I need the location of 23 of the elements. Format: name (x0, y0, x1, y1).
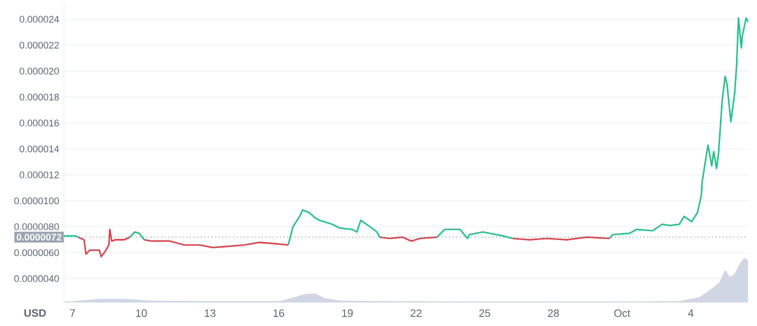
y-tick-label: 0.0000100 (14, 197, 59, 204)
y-tick-label: 0.000012 (20, 172, 59, 178)
y-tick-label: 0.000016 (20, 120, 59, 126)
x-tick-label: 7 (70, 309, 76, 317)
text: USD (24, 309, 46, 317)
y-tick-label: 0.0000080 (14, 223, 59, 230)
x-tick-label: 25 (479, 309, 490, 317)
y-tick-label: 0.000024 (20, 16, 60, 23)
y-tick-label: 0.000022 (20, 42, 59, 49)
x-tick-label: 10 (136, 309, 147, 317)
x-tick-label: 19 (342, 309, 353, 317)
x-tick-label: 4 (688, 309, 694, 317)
y-tick-label: 0.000018 (20, 94, 59, 100)
x-tick-label: 28 (548, 309, 559, 317)
y-tick-label: 0.000014 (20, 146, 60, 152)
ref-line-label: 0.0000072 (16, 234, 62, 241)
y-tick-label: 0.0000060 (14, 249, 59, 256)
x-tick-label: 22 (410, 309, 422, 317)
y-tick-label: 0.0000040 (14, 275, 59, 282)
x-tick-label: Oct (614, 309, 630, 317)
y-tick-label: 0.000020 (20, 68, 59, 75)
x-tick-label: 16 (274, 309, 284, 317)
x-tick-label: 13 (204, 309, 216, 317)
